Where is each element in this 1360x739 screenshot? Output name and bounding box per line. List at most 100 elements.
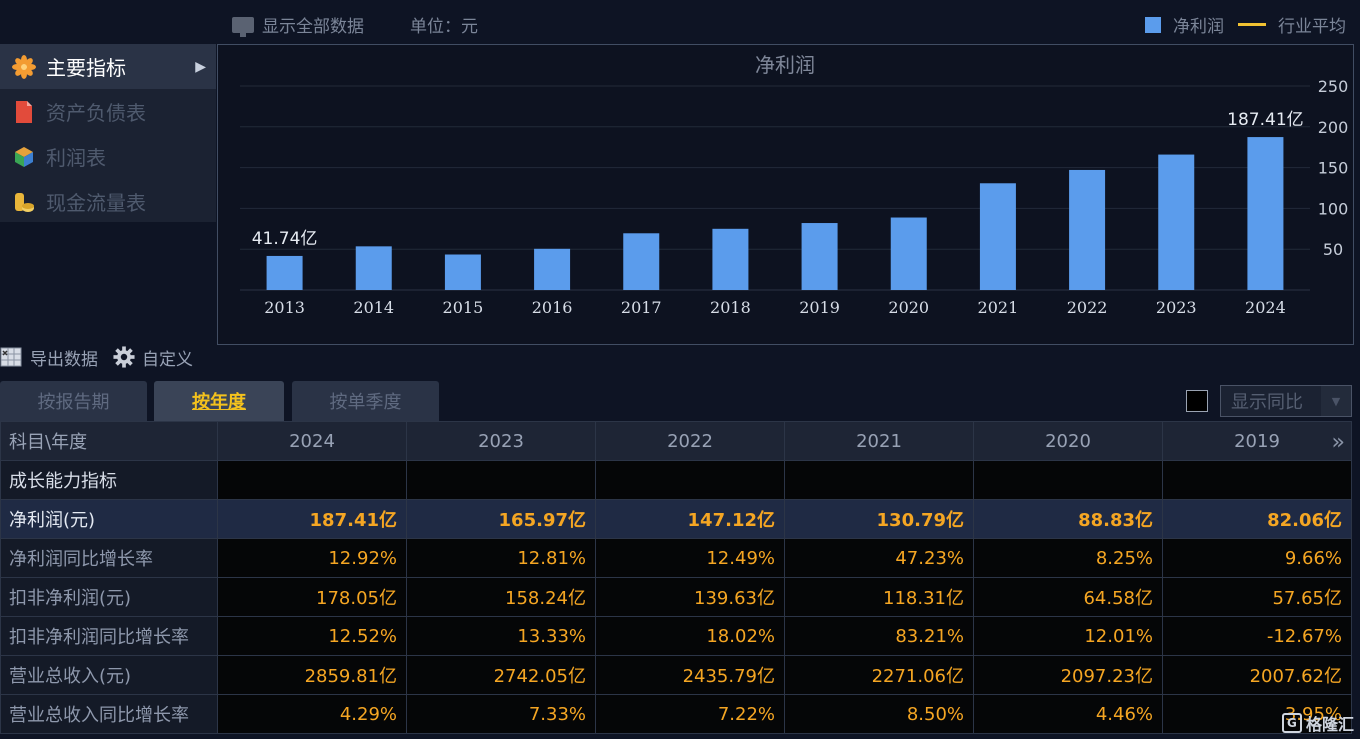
x-tick-label: 2014 bbox=[353, 298, 394, 317]
bar-2020[interactable] bbox=[890, 217, 927, 290]
x-tick-label: 2020 bbox=[888, 298, 929, 317]
yoy-controls: 显示同比 ▼ bbox=[1186, 385, 1352, 417]
table-cell: 139.63亿 bbox=[595, 577, 785, 617]
gear-icon bbox=[113, 346, 135, 368]
bar-2024[interactable] bbox=[1247, 137, 1284, 290]
table-cell: 12.01% bbox=[973, 616, 1163, 656]
bar-2016[interactable] bbox=[534, 248, 571, 290]
yoy-select-label: 显示同比 bbox=[1231, 392, 1303, 413]
bar-2019[interactable] bbox=[801, 223, 838, 290]
show-all-data-toggle[interactable]: 显示全部数据 bbox=[232, 12, 364, 37]
chart-title: 净利润 bbox=[755, 53, 815, 77]
table-cell: 2007.62亿 bbox=[1162, 655, 1352, 695]
spreadsheet-export-icon bbox=[0, 347, 22, 367]
table-cell: 12.49% bbox=[595, 538, 785, 578]
table-cell: 13.33% bbox=[406, 616, 596, 656]
header-year: 2023 bbox=[406, 421, 596, 461]
sidebar-item-main-indicators[interactable]: 主要指标 ▶ bbox=[0, 44, 216, 89]
header-year-last: 2019 » bbox=[1162, 421, 1352, 461]
y-tick-label: 50 bbox=[1323, 240, 1343, 259]
chevron-down-icon: ▼ bbox=[1321, 386, 1351, 416]
table-cell: 147.12亿 bbox=[595, 499, 785, 539]
header-year: 2019 bbox=[1234, 430, 1280, 452]
toolbar: 导出数据 自定义 bbox=[0, 344, 207, 370]
table-cell: 47.23% bbox=[784, 538, 974, 578]
bar-2013[interactable] bbox=[266, 255, 303, 290]
table-cell: 187.41亿 bbox=[217, 499, 407, 539]
header-subject-year: 科目\年度 bbox=[0, 421, 218, 461]
bar-2015[interactable] bbox=[444, 254, 481, 290]
table-cell bbox=[595, 460, 785, 500]
table-cell bbox=[973, 460, 1163, 500]
table-cell bbox=[406, 460, 596, 500]
legend-industry-avg: 行业平均 bbox=[1278, 17, 1346, 37]
table-cell: 7.33% bbox=[406, 694, 596, 734]
table-cell: 130.79亿 bbox=[784, 499, 974, 539]
table-cell: 2271.06亿 bbox=[784, 655, 974, 695]
chart-svg: 净利润 50 100 150 200 250 2013 2014 2015 2016 2017 20… bbox=[240, 53, 1349, 317]
table-cell: 4.46% bbox=[973, 694, 1163, 734]
row-label: 扣非净利润(元) bbox=[0, 577, 218, 617]
yoy-select[interactable]: 显示同比 ▼ bbox=[1220, 385, 1352, 417]
sidebar: 主要指标 ▶ 资产负债表 利润表 现金流量表 bbox=[0, 44, 216, 222]
table-cell: 83.21% bbox=[784, 616, 974, 656]
x-tick-label: 2019 bbox=[799, 298, 840, 317]
x-tick-label: 2024 bbox=[1245, 298, 1286, 317]
table-cell: 7.22% bbox=[595, 694, 785, 734]
export-data-button[interactable]: 导出数据 bbox=[0, 345, 98, 370]
table-cell: 2859.81亿 bbox=[217, 655, 407, 695]
table-cell: 18.02% bbox=[595, 616, 785, 656]
bar-2021[interactable] bbox=[979, 183, 1016, 290]
yoy-checkbox[interactable] bbox=[1186, 390, 1208, 412]
watermark-text: 格隆汇 bbox=[1305, 715, 1354, 734]
table-cell: 2435.79亿 bbox=[595, 655, 785, 695]
table-row: 扣非净利润同比增长率 12.52% 13.33% 18.02% 83.21% 12.01%… bbox=[0, 616, 1352, 656]
table-cell: 8.50% bbox=[784, 694, 974, 734]
chart-legend: 净利润 行业平均 bbox=[1145, 12, 1346, 37]
bar-2022[interactable] bbox=[1069, 169, 1106, 290]
row-label: 净利润(元) bbox=[0, 499, 218, 539]
double-chevron-right-icon[interactable]: » bbox=[1331, 430, 1345, 455]
customize-button[interactable]: 自定义 bbox=[112, 345, 193, 370]
table-cell: 12.52% bbox=[217, 616, 407, 656]
coins-icon bbox=[12, 190, 36, 214]
bar-2014[interactable] bbox=[355, 246, 392, 290]
sidebar-item-balance-sheet[interactable]: 资产负债表 bbox=[0, 89, 216, 134]
table-cell: 9.66% bbox=[1162, 538, 1352, 578]
tab-by-report-period[interactable]: 按报告期 bbox=[0, 381, 147, 421]
sidebar-item-income-statement[interactable]: 利润表 bbox=[0, 134, 216, 179]
header-year: 2022 bbox=[595, 421, 785, 461]
row-label: 扣非净利润同比增长率 bbox=[0, 616, 218, 656]
bar-2018[interactable] bbox=[712, 228, 749, 290]
y-tick-label: 250 bbox=[1318, 77, 1349, 96]
table-cell: 165.97亿 bbox=[406, 499, 596, 539]
table-row: 净利润同比增长率 12.92% 12.81% 12.49% 47.23% 8.25% 9.6… bbox=[0, 538, 1352, 578]
logo-icon: G bbox=[1281, 713, 1302, 733]
table-row: 营业总收入(元) 2859.81亿 2742.05亿 2435.79亿 2271.06亿… bbox=[0, 655, 1352, 695]
data-label: 187.41亿 bbox=[1227, 110, 1303, 130]
legend-bar-swatch bbox=[1145, 16, 1161, 33]
row-label: 成长能力指标 bbox=[0, 460, 218, 500]
table-cell bbox=[217, 460, 407, 500]
tab-by-quarter[interactable]: 按单季度 bbox=[292, 381, 439, 421]
bar-2017[interactable] bbox=[623, 233, 660, 290]
x-tick-label: 2021 bbox=[978, 298, 1019, 317]
show-all-label: 显示全部数据 bbox=[262, 17, 364, 37]
net-profit-chart: 净利润 50 100 150 200 250 2013 2014 2015 2016 2017 20… bbox=[217, 44, 1354, 345]
table-cell: 118.31亿 bbox=[784, 577, 974, 617]
sidebar-item-label: 资产负债表 bbox=[46, 101, 146, 125]
table-row: 成长能力指标 bbox=[0, 460, 1352, 500]
x-tick-label: 2015 bbox=[443, 298, 484, 317]
table-row: 营业总收入同比增长率 4.29% 7.33% 7.22% 8.50% 4.46% 3.95% bbox=[0, 694, 1352, 734]
financial-table: 科目\年度 2024 2023 2022 2021 2020 2019 » 成长… bbox=[0, 421, 1352, 734]
document-icon bbox=[12, 100, 36, 124]
sidebar-item-cash-flow[interactable]: 现金流量表 bbox=[0, 179, 216, 224]
y-tick-label: 150 bbox=[1318, 159, 1349, 178]
tab-by-year[interactable]: 按年度 bbox=[154, 381, 284, 421]
y-tick-label: 200 bbox=[1318, 118, 1349, 137]
x-tick-label: 2016 bbox=[532, 298, 573, 317]
bar-2023[interactable] bbox=[1158, 154, 1195, 290]
table-cell: 178.05亿 bbox=[217, 577, 407, 617]
table-cell: 2097.23亿 bbox=[973, 655, 1163, 695]
header-year: 2024 bbox=[217, 421, 407, 461]
